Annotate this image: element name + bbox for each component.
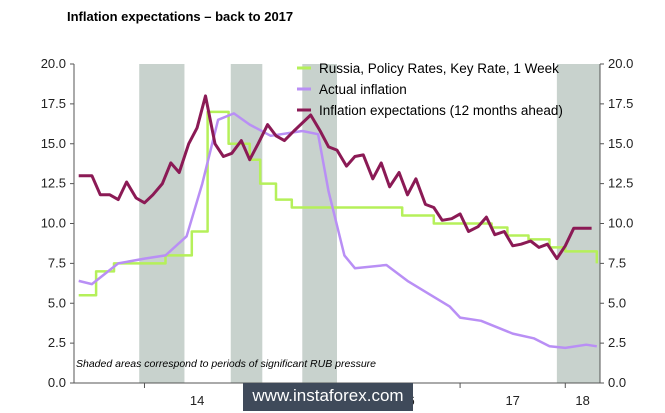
legend-label-2: Inflation expectations (12 months ahead) (319, 103, 563, 118)
y-tick-label-left: 7.5 (48, 255, 66, 270)
y-tick-label-right: 7.5 (608, 255, 626, 270)
legend-label-0: Russia, Policy Rates, Key Rate, 1 Week (319, 61, 559, 76)
shaded-period-0 (139, 64, 185, 383)
y-tick-label-left: 10.0 (41, 216, 66, 231)
x-tick-label: 18 (575, 393, 589, 408)
chart-note: Shaded areas correspond to periods of si… (76, 358, 376, 370)
series-line-1 (78, 112, 597, 350)
chart-title: Inflation expectations – back to 2017 (67, 9, 294, 24)
watermark-box (243, 383, 413, 411)
y-tick-label-right: 0.0 (608, 375, 626, 390)
y-tick-label-left: 20.0 (41, 56, 66, 71)
watermark-text: www.instaforex.com (252, 386, 404, 405)
y-tick-label-left: 17.5 (41, 96, 66, 111)
y-tick-label-left: 0.0 (48, 375, 66, 390)
y-tick-label-right: 15.0 (608, 136, 633, 151)
y-tick-label-right: 5.0 (608, 295, 626, 310)
x-tick-label: 17 (505, 393, 519, 408)
y-tick-label-right: 2.5 (608, 335, 626, 350)
y-tick-label-left: 15.0 (41, 136, 66, 151)
y-tick-label-right: 12.5 (608, 176, 633, 191)
series-line-2 (78, 94, 592, 261)
shaded-period-1 (230, 64, 263, 383)
shaded-period-3 (556, 64, 600, 383)
x-tick-label: 14 (190, 393, 204, 408)
y-tick-label-right: 20.0 (608, 56, 633, 71)
legend-label-1: Actual inflation (319, 82, 407, 97)
y-tick-label-right: 17.5 (608, 96, 633, 111)
series-line-0 (78, 110, 599, 297)
y-tick-label-left: 5.0 (48, 295, 66, 310)
y-tick-label-left: 2.5 (48, 335, 66, 350)
y-tick-label-right: 10.0 (608, 216, 633, 231)
y-tick-label-left: 12.5 (41, 176, 66, 191)
